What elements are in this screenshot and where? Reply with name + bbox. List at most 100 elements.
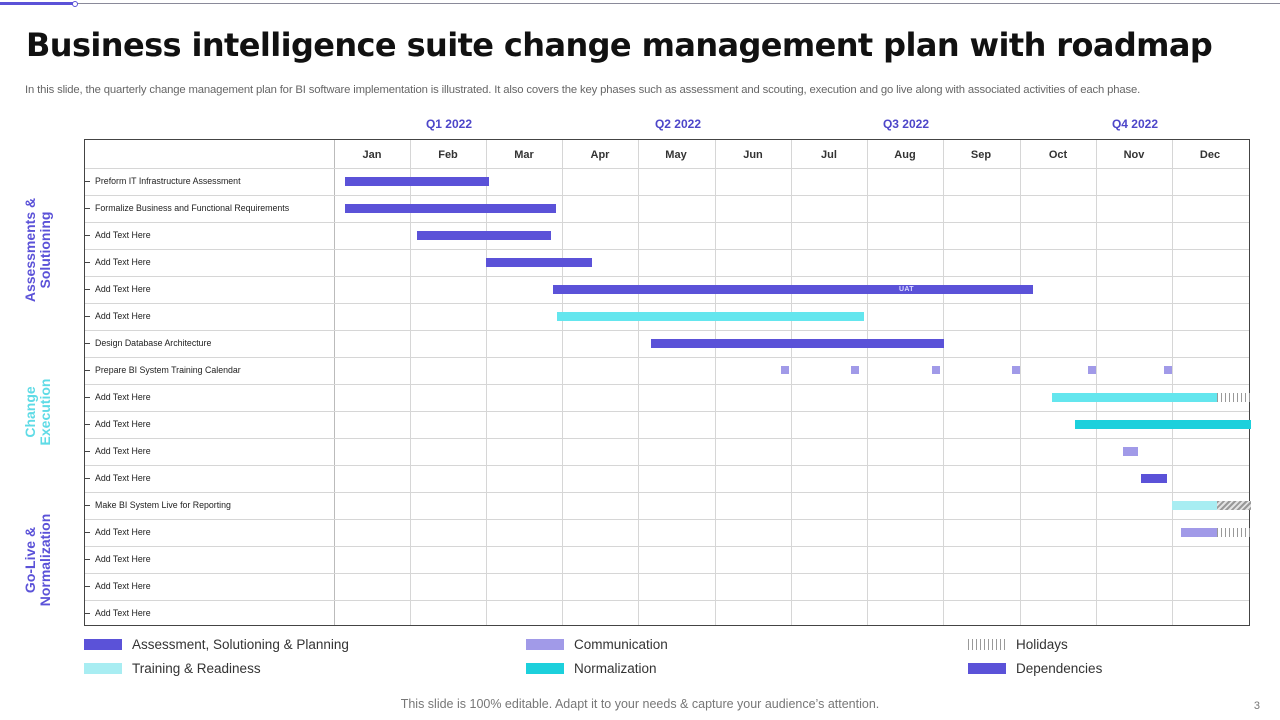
- row-tick: [85, 424, 90, 425]
- gantt-bar-database-architecture: [651, 339, 944, 348]
- page-subtitle: In this slide, the quarterly change mana…: [25, 84, 1141, 96]
- grid-hline: [85, 249, 1249, 250]
- task-label: Make BI System Live for Reporting: [95, 500, 231, 510]
- task-label: Preform IT Infrastructure Assessment: [95, 176, 241, 186]
- communication-marker: [1088, 366, 1096, 374]
- row-tick: [85, 343, 90, 344]
- grid-vline: [638, 140, 639, 625]
- task-label: Add Text Here: [95, 392, 151, 402]
- grid-vline: [943, 140, 944, 625]
- row-tick: [85, 397, 90, 398]
- quarter-label-q4: Q4 2022: [1111, 117, 1159, 131]
- phase-label-assessment: Assessments & Solutioning: [22, 197, 53, 303]
- grid-hline: [85, 546, 1249, 547]
- communication-marker: [851, 366, 859, 374]
- row-tick: [85, 208, 90, 209]
- legend-label-normalization: Normalization: [574, 661, 657, 676]
- grid-vline: [867, 140, 868, 625]
- top-rule-dot: [72, 1, 78, 7]
- communication-marker: [1012, 366, 1020, 374]
- task-label: Add Text Here: [95, 230, 151, 240]
- hatched-marker: [1217, 501, 1251, 510]
- quarter-label-q3: Q3 2022: [882, 117, 930, 131]
- row-tick: [85, 235, 90, 236]
- month-header-sep: Sep: [970, 149, 992, 161]
- grid-hline: [85, 330, 1249, 331]
- grid-vline: [486, 140, 487, 625]
- communication-marker: [781, 366, 789, 374]
- legend-label-holidays: Holidays: [1016, 637, 1068, 652]
- row-tick: [85, 505, 90, 506]
- grid-hline: [85, 195, 1249, 196]
- row-tick: [85, 532, 90, 533]
- grid-hline: [85, 492, 1249, 493]
- month-header-aug: Aug: [894, 149, 916, 161]
- task-label: Add Text Here: [95, 257, 151, 267]
- month-header-dec: Dec: [1199, 149, 1221, 161]
- month-header-oct: Oct: [1048, 149, 1068, 161]
- footer-note: This slide is 100% editable. Adapt it to…: [400, 697, 880, 711]
- month-header-apr: Apr: [590, 149, 610, 161]
- row-tick: [85, 316, 90, 317]
- holiday-marker: [1217, 393, 1251, 402]
- row-tick: [85, 613, 90, 614]
- grid-vline: [1020, 140, 1021, 625]
- task-label: Add Text Here: [95, 311, 151, 321]
- grid-hline: [85, 573, 1249, 574]
- quarter-label-q2: Q2 2022: [654, 117, 702, 131]
- task-label: Add Text Here: [95, 581, 151, 591]
- gantt-bar-task-3: [417, 231, 551, 240]
- row-tick: [85, 559, 90, 560]
- top-rule: [0, 3, 1280, 4]
- legend-swatch-training: [84, 663, 122, 674]
- communication-marker: [932, 366, 940, 374]
- page-title: Business intelligence suite change manag…: [26, 26, 1213, 64]
- grid-hline: [85, 384, 1249, 385]
- legend-swatch-communication: [526, 639, 564, 650]
- grid-hline: [85, 357, 1249, 358]
- month-header-jul: Jul: [821, 149, 837, 161]
- gantt-grid: Jan Feb Mar Apr May Jun Jul Aug Sep Oct …: [84, 139, 1251, 626]
- task-label: Add Text Here: [95, 419, 151, 429]
- month-header-nov: Nov: [1123, 149, 1145, 161]
- gantt-bar-go-live-task: [1181, 528, 1217, 537]
- task-label: Design Database Architecture: [95, 338, 212, 348]
- grid-vline: [1096, 140, 1097, 625]
- gantt-bar-training: [557, 312, 864, 321]
- grid-vline: [562, 140, 563, 625]
- grid-hline: [85, 519, 1249, 520]
- legend-label-training: Training & Readiness: [132, 661, 261, 676]
- grid-hline: [85, 222, 1249, 223]
- row-tick: [85, 586, 90, 587]
- communication-marker: [1164, 366, 1172, 374]
- grid-vline: [334, 140, 335, 625]
- grid-hline: [85, 465, 1249, 466]
- task-label: Add Text Here: [95, 554, 151, 564]
- gantt-bar-go-live: [1172, 501, 1217, 510]
- phase-label-go-live: Go-Live & Normalization: [22, 513, 53, 607]
- row-tick: [85, 478, 90, 479]
- page-number: 3: [1253, 700, 1260, 712]
- month-header-feb: Feb: [438, 149, 458, 161]
- gantt-bar-communication: [1123, 447, 1138, 456]
- row-tick: [85, 289, 90, 290]
- legend-label-dependencies: Dependencies: [1016, 661, 1103, 676]
- row-tick: [85, 262, 90, 263]
- grid-hline: [85, 411, 1249, 412]
- task-label: Formalize Business and Functional Requir…: [95, 203, 290, 213]
- holiday-marker: [1217, 528, 1251, 537]
- grid-hline: [85, 168, 1249, 169]
- uat-label: UAT: [899, 286, 914, 293]
- grid-vline: [1172, 140, 1173, 625]
- row-tick: [85, 181, 90, 182]
- gantt-bar-normalization: [1075, 420, 1251, 429]
- legend-swatch-normalization: [526, 663, 564, 674]
- task-label: Add Text Here: [95, 284, 151, 294]
- legend-label-assessment: Assessment, Solutioning & Planning: [132, 637, 349, 652]
- gantt-bar-requirements: [345, 204, 556, 213]
- legend-label-communication: Communication: [574, 637, 668, 652]
- grid-hline: [85, 600, 1249, 601]
- task-label: Add Text Here: [95, 527, 151, 537]
- gantt-bar-infrastructure-assessment: [345, 177, 489, 186]
- row-tick: [85, 451, 90, 452]
